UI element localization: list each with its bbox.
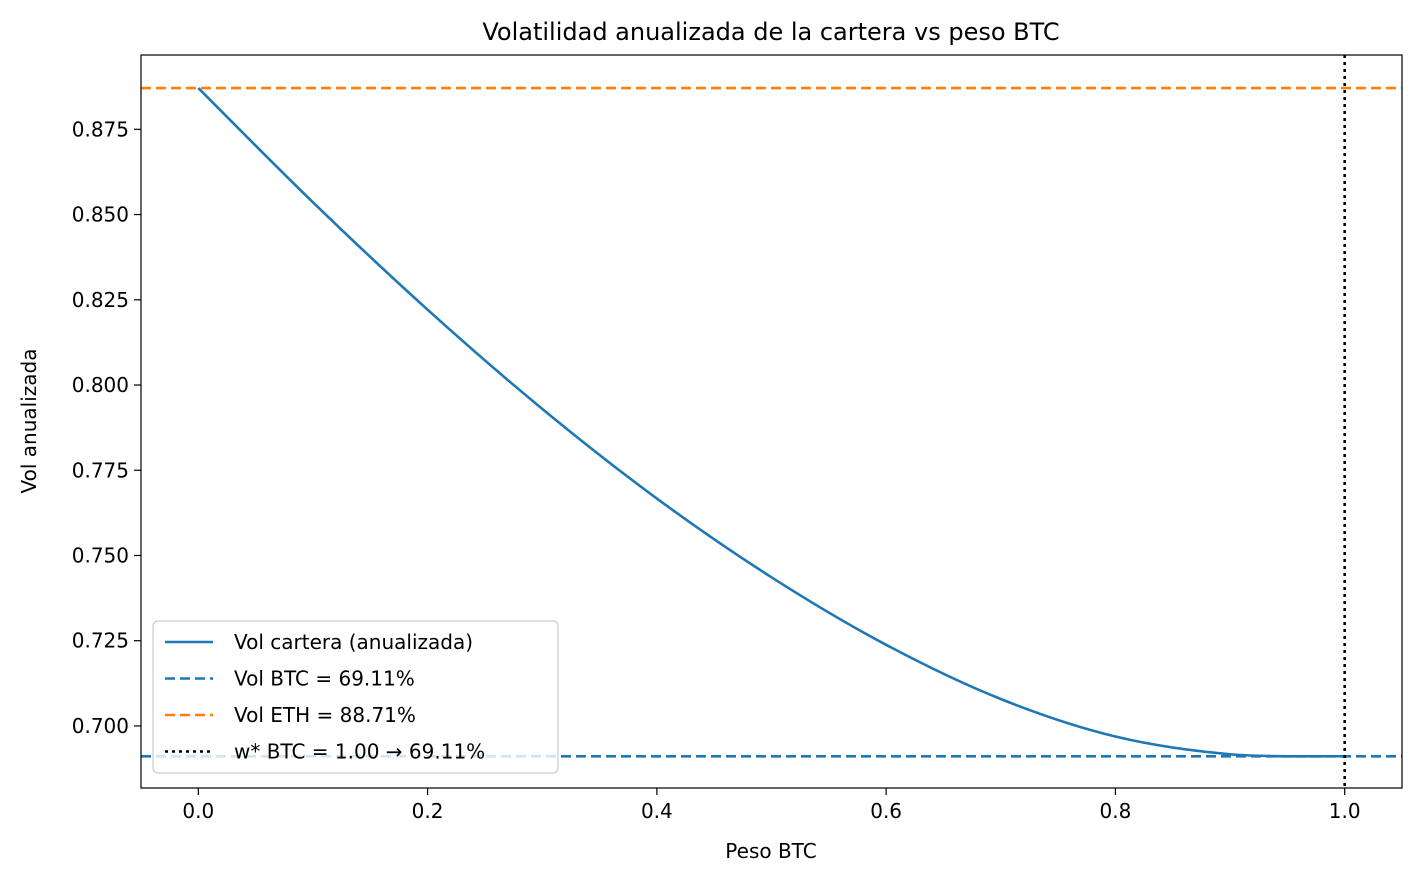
- axis-ticks: 0.0 0.2 0.4 0.6 0.8 1.0 0.700 0.725 0.750 0.775 0.…: [72, 117, 1361, 823]
- legend-label-1: Vol BTC = 69.11%: [234, 667, 415, 691]
- x-tick-label-3: 0.6: [870, 799, 902, 823]
- x-tick-label-2: 0.4: [641, 799, 673, 823]
- legend-box: [152, 620, 559, 774]
- y-axis-label: Vol anualizada: [17, 349, 41, 494]
- legend-label-2: Vol ETH = 88.71%: [234, 703, 416, 727]
- chart-title: Volatilidad anualizada de la cartera vs …: [482, 18, 1059, 46]
- y-tick-label-1: 0.725: [72, 629, 129, 653]
- legend-label-0: Vol cartera (anualizada): [234, 630, 473, 654]
- y-tick-label-2: 0.750: [72, 543, 129, 567]
- x-tick-label-0: 0.0: [182, 799, 214, 823]
- series-line-0: [197, 87, 1345, 758]
- y-tick-label-5: 0.825: [72, 288, 129, 312]
- y-tick-label-7: 0.875: [72, 117, 129, 141]
- x-tick-label-1: 0.2: [412, 799, 444, 823]
- axes-frame: [140, 54, 1403, 789]
- x-tick-label-4: 0.8: [1100, 799, 1132, 823]
- x-tick-label-5: 1.0: [1329, 799, 1361, 823]
- legend: Vol cartera (anualizada) Vol BTC = 69.11%…: [152, 620, 559, 774]
- y-tick-label-0: 0.700: [72, 714, 129, 738]
- x-axis-label: Peso BTC: [725, 839, 816, 863]
- legend-label-3: w* BTC = 1.00 → 69.11%: [234, 740, 485, 764]
- y-tick-label-4: 0.800: [72, 373, 129, 397]
- y-tick-label-6: 0.850: [72, 203, 129, 227]
- y-tick-label-3: 0.775: [72, 458, 129, 482]
